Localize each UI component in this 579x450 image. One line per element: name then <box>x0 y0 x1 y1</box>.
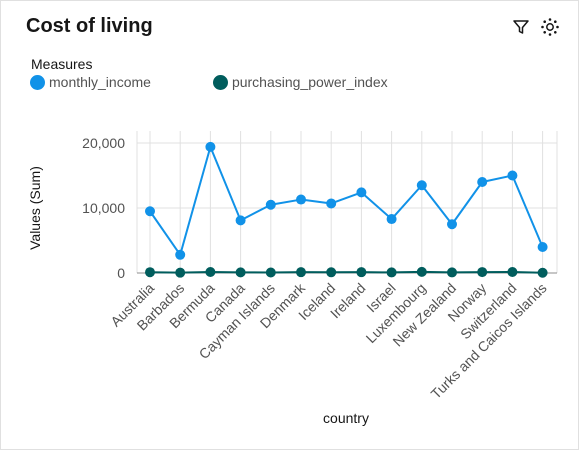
data-point <box>205 141 216 152</box>
data-point <box>296 267 306 278</box>
grid <box>136 131 558 274</box>
data-point <box>235 267 246 278</box>
data-point <box>386 214 397 225</box>
legend-label-purchasing-power-index: purchasing_power_index <box>231 74 388 90</box>
data-point <box>175 249 186 260</box>
chart-title: Cost of living <box>26 15 153 37</box>
data-point <box>386 267 397 278</box>
data-point <box>326 267 337 278</box>
data-point <box>235 215 246 226</box>
data-point <box>205 267 216 278</box>
legend-item-purchasing-power-index[interactable]: purchasing_power_index <box>212 74 388 90</box>
data-point <box>265 267 276 278</box>
series-line <box>149 270 543 274</box>
y-tick-label: 20,000 <box>82 135 125 151</box>
legend-item-monthly-income[interactable]: monthly_income <box>30 74 151 90</box>
legend-label-monthly-income: monthly_income <box>49 74 151 90</box>
legend-title: Measures <box>31 56 93 72</box>
data-point <box>296 194 306 205</box>
y-axis-label: Values (Sum) <box>27 166 43 250</box>
settings-button[interactable] <box>538 15 562 39</box>
data-point <box>175 267 186 278</box>
series-purchasing-power-index <box>145 266 548 278</box>
data-point <box>477 177 488 187</box>
data-point <box>537 242 548 252</box>
data-point <box>326 198 337 209</box>
data-point <box>537 267 548 278</box>
data-point <box>447 267 457 278</box>
data-point <box>265 199 276 210</box>
x-axis-label: country <box>323 410 369 426</box>
series-line <box>149 145 544 256</box>
legend-swatch-purchasing-power-index <box>212 74 228 90</box>
legend: monthly_income purchasing_power_index <box>30 74 450 90</box>
settings-icon <box>541 18 559 36</box>
data-point <box>507 170 518 181</box>
data-point <box>356 267 367 278</box>
data-point <box>145 206 155 217</box>
series <box>145 141 548 278</box>
filter-icon <box>513 20 529 34</box>
data-point <box>447 219 457 230</box>
filter-button[interactable] <box>509 15 533 39</box>
data-point <box>507 267 518 278</box>
data-point <box>145 267 155 278</box>
y-axis-ticks: 0 10,000 20,000 <box>82 135 125 281</box>
legend-swatch-monthly-income <box>30 74 45 90</box>
y-tick-label: 0 <box>117 265 125 281</box>
data-point <box>477 267 488 278</box>
data-point <box>416 180 427 191</box>
data-point <box>356 187 367 198</box>
y-tick-label: 10,000 <box>82 200 125 216</box>
data-point <box>416 266 427 277</box>
series-monthly-income <box>145 141 548 260</box>
